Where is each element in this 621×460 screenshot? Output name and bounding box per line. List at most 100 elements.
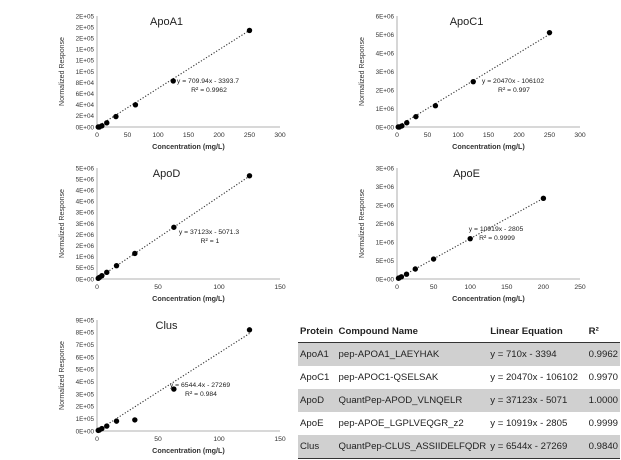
data-point [113, 418, 120, 424]
y-tick-label: 3E+06 [376, 165, 395, 172]
cell-r2: 0.9970 [588, 372, 618, 383]
trendline [396, 197, 544, 280]
x-tick-label: 100 [152, 132, 164, 139]
y-tick-label: 4E+06 [76, 188, 95, 195]
trendline-r2: R² = 1 [201, 238, 220, 245]
trendline-r2: R² = 0.984 [185, 391, 217, 398]
calibration-table: Protein Compound Name Linear Equation R²… [298, 320, 620, 459]
header-compound-name: Compound Name [336, 320, 489, 343]
table-row: ApoC1 pep-APOC1-QSELSAK y = 20470x - 106… [298, 366, 620, 389]
trendline-equation: y = 20470x - 106102 [482, 78, 544, 85]
data-point [132, 417, 138, 423]
data-point [467, 235, 473, 242]
trendline-equation: y = 6544.4x - 27269 [170, 382, 230, 389]
data-point [113, 262, 120, 269]
data-point [104, 423, 110, 429]
x-tick-label: 0 [95, 284, 99, 291]
y-tick-label: 5E+05 [376, 258, 395, 265]
y-tick-label: 2E+05 [76, 36, 95, 43]
x-tick-label: 100 [452, 132, 464, 139]
chart-apoc1: 0 50 100 150 200 250 300 0E+00 1E+06 2E+06 3E+06 4E… [359, 13, 586, 151]
cell-r2: 0.9999 [588, 418, 618, 429]
y-tick-label: 2E+05 [76, 13, 95, 20]
y-tick-label: 4E+06 [76, 199, 95, 206]
data-point [246, 173, 253, 179]
y-tick-label: 8E+05 [76, 330, 95, 337]
x-tick-label: 300 [574, 132, 586, 139]
y-tick-label: 2E+06 [376, 202, 395, 209]
y-tick-label: 1E+06 [76, 254, 95, 261]
y-tick-label: 1E+05 [76, 416, 95, 423]
cell-compound: QuantPep-CLUS_ASSIIDELFQDR [336, 435, 489, 459]
chart-title: ApoE [453, 168, 480, 180]
trendline-equation: y = 10919x - 2805 [469, 226, 524, 233]
x-tick-label: 150 [483, 132, 495, 139]
y-tick-label: 0E+00 [76, 124, 95, 131]
y-tick-label: 3E+06 [76, 210, 95, 217]
y-tick-label: 6E+06 [376, 13, 395, 20]
x-tick-label: 250 [244, 132, 256, 139]
y-tick-label: 5E+05 [76, 367, 95, 374]
data-point [404, 120, 410, 126]
x-axis-label: Concentration (mg/L) [452, 294, 525, 303]
y-tick-label: 1E+05 [76, 47, 95, 54]
y-tick-label: 2E+06 [76, 232, 95, 239]
y-tick-label: 4E+06 [376, 50, 395, 57]
data-point [412, 266, 418, 272]
cell-r2: 0.9962 [586, 342, 620, 366]
table-row: ApoE pep-APOE_LGPLVEQGR_z2 y = 10919x - … [298, 412, 620, 435]
data-point [171, 386, 177, 392]
y-axis-label: Normalized Response [359, 189, 366, 258]
x-tick-label: 0 [95, 436, 99, 443]
y-tick-label: 1E+06 [376, 106, 395, 113]
cell-compound: pep-APOE_LGPLVEQGR_z2 [338, 418, 464, 429]
y-tick-label: 5E+05 [76, 265, 95, 272]
trendline-equation: y = 37123x - 5071.3 [179, 229, 239, 236]
y-tick-label: 1E+06 [376, 239, 395, 246]
data-point [470, 78, 476, 85]
x-tick-label: 0 [395, 284, 399, 291]
cell-r2: 1.0000 [586, 389, 620, 412]
cell-compound: pep-APOA1_LAEYHAK [336, 342, 489, 366]
y-tick-label: 6E+05 [76, 354, 95, 361]
data-point [540, 195, 547, 202]
cell-compound: QuantPep-APOD_VLNQELR [336, 389, 489, 412]
y-axis-label: Normalized Response [59, 341, 66, 410]
cell-protein: ApoA1 [298, 342, 337, 366]
chart-title: ApoD [153, 168, 181, 180]
y-tick-label: 5E+06 [76, 165, 95, 172]
y-tick-label: 3E+05 [76, 391, 95, 398]
x-tick-label: 50 [430, 284, 438, 291]
y-axis-label: Normalized Response [359, 37, 366, 106]
x-axis-label: Concentration (mg/L) [452, 142, 525, 151]
x-tick-label: 50 [124, 132, 132, 139]
y-tick-label: 5E+06 [376, 32, 395, 39]
x-tick-label: 0 [95, 132, 99, 139]
data-point [99, 425, 105, 432]
y-tick-label: 2E+04 [76, 113, 95, 120]
x-tick-label: 100 [213, 284, 225, 291]
chart-title: ApoC1 [450, 16, 484, 28]
trendline [96, 175, 250, 280]
y-tick-label: 0E+00 [376, 276, 395, 283]
trendline-r2: R² = 0.997 [498, 87, 530, 94]
x-tick-label: 200 [213, 132, 225, 139]
x-tick-label: 200 [513, 132, 525, 139]
data-point [99, 272, 105, 279]
x-tick-label: 150 [183, 132, 195, 139]
data-point [99, 123, 105, 129]
x-tick-label: 250 [574, 284, 586, 291]
table-row: ApoA1 pep-APOA1_LAEYHAK y = 710x - 3394 … [298, 342, 620, 366]
data-point [399, 123, 405, 129]
cell-equation: y = 37123x - 5071 [488, 389, 587, 412]
trendline [96, 333, 250, 432]
data-point [170, 78, 176, 84]
x-tick-label: 150 [274, 284, 286, 291]
cell-equation: y = 10919x - 2805 [490, 418, 568, 429]
chart-title: ApoA1 [150, 16, 183, 28]
cell-r2: 0.9840 [586, 435, 620, 459]
y-tick-label: 8E+04 [76, 80, 95, 87]
table-row: Clus QuantPep-CLUS_ASSIIDELFQDR y = 6544… [298, 435, 620, 459]
data-point [104, 120, 110, 126]
x-tick-label: 50 [154, 436, 162, 443]
